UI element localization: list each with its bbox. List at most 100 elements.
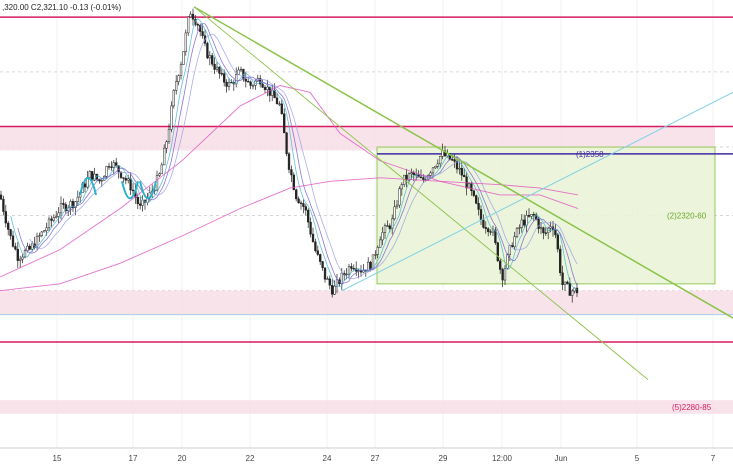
candle-body <box>263 87 267 90</box>
candle-body <box>410 172 413 175</box>
candle-body <box>307 209 310 223</box>
candle-body <box>319 254 322 262</box>
candle-body <box>172 90 175 107</box>
zone-label: (5)2280-85 <box>672 403 712 412</box>
candle-body <box>554 229 557 236</box>
candle-body <box>28 245 31 250</box>
candle-body <box>398 188 401 206</box>
candle-body <box>314 241 317 252</box>
zone-band <box>0 290 733 315</box>
candle-body <box>110 166 113 168</box>
candle-body <box>119 171 123 178</box>
candle-body <box>311 233 315 243</box>
candle-body <box>179 64 183 76</box>
candle-body <box>175 81 178 91</box>
candle-body <box>537 219 540 229</box>
trendline-rising <box>341 91 733 292</box>
candle-body <box>9 229 12 237</box>
x-tick-label: 29 <box>439 454 448 463</box>
candle-body <box>220 73 223 75</box>
candle-body <box>511 245 514 248</box>
candle-body <box>395 204 399 208</box>
candle-body <box>177 75 180 82</box>
candle-body <box>136 196 139 205</box>
candle-body <box>472 190 475 196</box>
candle-body <box>287 153 291 170</box>
candle-body <box>350 266 353 269</box>
candle-body <box>244 78 247 82</box>
candle-body <box>549 226 552 229</box>
pattern-shoulder-right <box>139 181 157 200</box>
candle-body <box>563 281 567 285</box>
candle-body <box>347 266 351 275</box>
x-tick-label: 24 <box>323 454 332 463</box>
candle-body <box>139 203 142 206</box>
candle-body <box>489 231 492 233</box>
x-tick-label: 27 <box>371 454 380 463</box>
pattern-shoulder-left <box>79 176 97 196</box>
candle-body <box>443 150 447 157</box>
candle-body <box>419 176 423 179</box>
candle-body <box>331 284 334 295</box>
candle-body <box>189 13 192 18</box>
candle-body <box>31 243 34 250</box>
candle-body <box>184 32 187 52</box>
candle-body <box>187 16 190 34</box>
candle-body <box>525 215 528 226</box>
candle-body <box>196 24 199 26</box>
trendline-secondary <box>193 6 649 380</box>
candle-body <box>23 250 27 258</box>
candle-body <box>297 198 300 204</box>
candle-body <box>304 206 307 211</box>
candle-body <box>0 194 3 200</box>
candle-body <box>112 162 115 168</box>
moving-averages-layer <box>0 18 579 292</box>
candle-body <box>290 169 293 176</box>
candle-body <box>275 97 279 105</box>
candle-body <box>191 13 195 20</box>
range-box <box>376 146 716 285</box>
candle-body <box>170 105 173 130</box>
candle-body <box>441 150 444 157</box>
candle-body <box>321 261 324 269</box>
candle-body <box>379 239 382 248</box>
candle-body <box>475 195 478 204</box>
candle-body <box>218 66 221 74</box>
candle-body <box>513 236 516 248</box>
candle-body <box>21 256 24 260</box>
candle-body <box>520 219 523 228</box>
candle-body <box>477 203 480 210</box>
pattern-head <box>121 181 139 200</box>
candle-body <box>542 227 545 234</box>
candle-body <box>470 183 473 192</box>
candle-body <box>523 219 526 226</box>
candle-body <box>431 167 435 174</box>
candle-body <box>455 161 459 170</box>
candle-body <box>227 81 231 87</box>
ma-slow-line <box>0 85 579 278</box>
candle-body <box>71 201 75 208</box>
x-tick-label: Jun <box>555 454 568 463</box>
x-tick-label: 5 <box>635 454 640 463</box>
candle-body <box>266 86 269 90</box>
candle-body <box>559 248 562 274</box>
candle-body <box>278 103 281 105</box>
candle-body <box>508 245 511 255</box>
level-label: (1)2358 <box>576 150 604 159</box>
candle-body <box>280 103 283 114</box>
candle-body <box>285 132 288 155</box>
x-tick-label: 20 <box>178 454 187 463</box>
candle-body <box>7 222 10 230</box>
candle-body <box>326 278 329 280</box>
x-axis: 15 17 20 22 24 27 29 12:00 Jun 5 7 <box>0 447 733 463</box>
candle-body <box>515 227 519 237</box>
candle-body <box>64 204 67 212</box>
candle-body <box>499 260 502 270</box>
candle-body <box>463 174 466 178</box>
candle-body <box>369 261 372 270</box>
candle-body <box>4 211 7 224</box>
candle-body <box>484 227 487 229</box>
candle-body <box>141 199 144 206</box>
candle-body <box>107 166 111 168</box>
